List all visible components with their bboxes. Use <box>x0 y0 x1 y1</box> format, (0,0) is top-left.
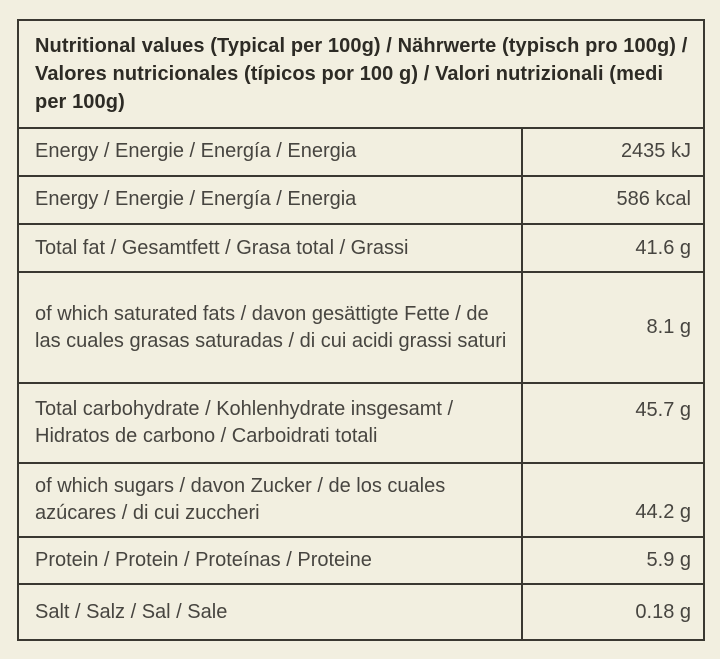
nutrient-value: 45.7 g <box>521 383 703 462</box>
table-row: of which sugars / davon Zucker / de los … <box>19 463 703 539</box>
table-row: Total carbohydrate / Kohlenhydrate insge… <box>19 383 703 464</box>
nutrient-label: Energy / Energie / Energía / Energia <box>35 188 357 211</box>
nutrition-table: Nutritional values (Typical per 100g) / … <box>17 19 705 641</box>
nutrient-value: 5.9 g <box>521 538 703 584</box>
nutrient-value: 8.1 g <box>521 273 703 382</box>
nutrient-label: Total carbohydrate / Kohlenhydrate insge… <box>35 397 454 447</box>
nutrient-label: Total fat / Gesamtfett / Grasa total / G… <box>35 236 409 259</box>
nutrient-value: 2435 kJ <box>521 128 703 175</box>
nutrient-label: Protein / Protein / Proteínas / Proteine <box>35 549 372 572</box>
table-row: Protein / Protein / Proteínas / Proteine… <box>19 538 703 586</box>
nutrient-value: 0.18 g <box>521 585 703 639</box>
table-header: Nutritional values (Typical per 100g) / … <box>19 21 703 129</box>
nutrient-label: Energy / Energie / Energía / Energia <box>35 140 357 163</box>
nutrient-value: 41.6 g <box>521 225 703 272</box>
table-row: Energy / Energie / Energía / Energia 243… <box>19 128 703 177</box>
table-row: of which saturated fats / davon gesättig… <box>19 273 703 384</box>
nutrient-value: 586 kcal <box>521 176 703 224</box>
nutrient-label: Salt / Salz / Sal / Sale <box>35 600 228 623</box>
nutrient-label: of which saturated fats / davon gesättig… <box>35 302 507 352</box>
nutrient-label: of which sugars / davon Zucker / de los … <box>35 474 446 524</box>
table-row: Salt / Salz / Sal / Sale 0.18 g <box>19 585 703 639</box>
table-row: Energy / Energie / Energía / Energia 586… <box>19 176 703 226</box>
table-row: Total fat / Gesamtfett / Grasa total / G… <box>19 225 703 274</box>
nutrient-value: 44.2 g <box>521 463 703 537</box>
